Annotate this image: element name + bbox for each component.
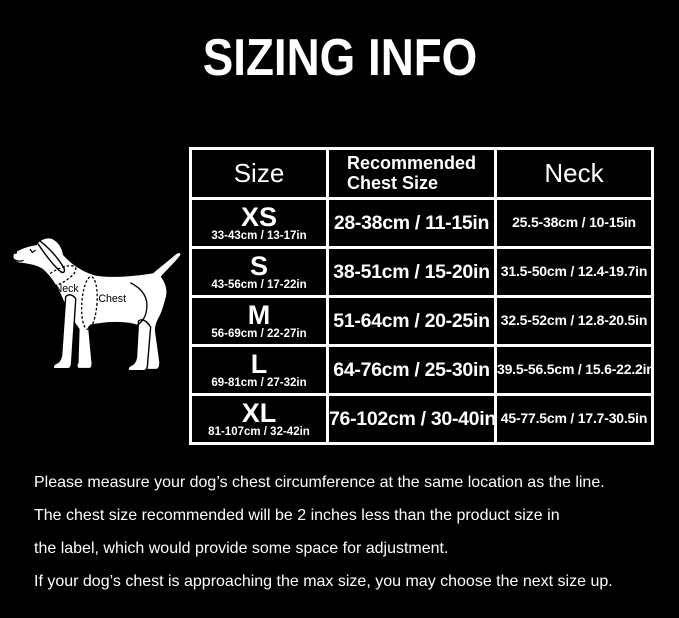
note-line: the label, which would provide some spac… <box>34 540 449 557</box>
neck-cell: 25.5-38cm / 10-15in <box>494 197 654 249</box>
dog-mouth <box>13 258 24 262</box>
size-cell: S 43-56cm / 17-22in <box>189 246 329 298</box>
table-row-m: M 56-69cm / 22-27in 51-64cm / 20-25in 32… <box>189 295 654 347</box>
chest-cell: 51-64cm / 20-25in <box>326 295 497 347</box>
size-detail: 81-107cm / 32-42in <box>208 425 310 438</box>
header-chest-line2: Chest Size <box>346 173 438 193</box>
size-cell: L 69-81cm / 27-32in <box>189 344 329 396</box>
table-header-row: Size Recommended Chest Size Neck <box>189 147 654 200</box>
chest-label: Chest <box>98 293 126 305</box>
dog-front-leg <box>52 294 77 370</box>
note-line: The chest size recommended will be 2 inc… <box>34 507 560 524</box>
neck-measure-line <box>40 265 77 289</box>
neck-cell: 31.5-50cm / 12.4-19.7in <box>494 246 654 298</box>
header-chest: Recommended Chest Size <box>326 147 497 200</box>
chest-cell: 28-38cm / 11-15in <box>326 197 497 249</box>
neck-cell: 32.5-52cm / 12.8-20.5in <box>494 295 654 347</box>
size-code: XL <box>241 397 277 428</box>
size-cell: XS 33-43cm / 13-17in <box>189 197 329 249</box>
size-detail: 33-43cm / 13-17in <box>211 229 307 242</box>
size-detail: 43-56cm / 17-22in <box>211 278 307 291</box>
size-code: S <box>249 250 268 281</box>
note-line: Please measure your dog’s chest circumfe… <box>34 474 605 491</box>
size-detail: 56-69cm / 22-27in <box>211 327 307 340</box>
header-size: Size <box>189 147 329 200</box>
dog-thigh-line <box>130 282 148 328</box>
neck-cell: 39.5-56.5cm / 15.6-22.2in <box>494 344 654 396</box>
measurement-notes: Please measure your dog’s chest circumfe… <box>34 466 664 598</box>
size-detail: 69-81cm / 27-32in <box>211 376 307 389</box>
note-line: If your dog’s chest is approaching the m… <box>34 573 613 590</box>
table-row-xs: XS 33-43cm / 13-17in 28-38cm / 11-15in 2… <box>189 197 654 249</box>
dog-nose <box>13 249 18 254</box>
dog-rear-leg <box>127 319 152 372</box>
chest-cell: 64-76cm / 25-30in <box>326 344 497 396</box>
chest-measure-line <box>80 276 98 330</box>
table-row-l: L 69-81cm / 27-32in 64-76cm / 25-30in 39… <box>189 344 654 396</box>
header-chest-line1: Recommended <box>346 153 477 173</box>
neck-label: Neck <box>55 283 80 295</box>
table-row-s: S 43-56cm / 17-22in 38-51cm / 15-20in 31… <box>189 246 654 298</box>
size-code: L <box>250 348 268 379</box>
dog-measurement-diagram: Neck Chest <box>11 236 182 372</box>
page-title: SIZING INFO <box>202 29 477 87</box>
sizing-table: Size Recommended Chest Size Neck XS 33-4… <box>189 147 654 445</box>
table-row-xl: XL 81-107cm / 32-42in 76-102cm / 30-40in… <box>189 393 654 445</box>
chest-cell: 76-102cm / 30-40in <box>326 393 497 445</box>
size-cell: M 56-69cm / 22-27in <box>189 295 329 347</box>
dog-eye <box>29 248 36 254</box>
dog-ear <box>37 240 66 274</box>
size-code: XS <box>240 201 278 232</box>
size-cell: XL 81-107cm / 32-42in <box>189 393 329 445</box>
chest-cell: 38-51cm / 15-20in <box>326 246 497 298</box>
size-code: M <box>247 299 271 330</box>
header-neck: Neck <box>494 147 654 200</box>
neck-cell: 45-77.5cm / 17.7-30.5in <box>494 393 654 445</box>
